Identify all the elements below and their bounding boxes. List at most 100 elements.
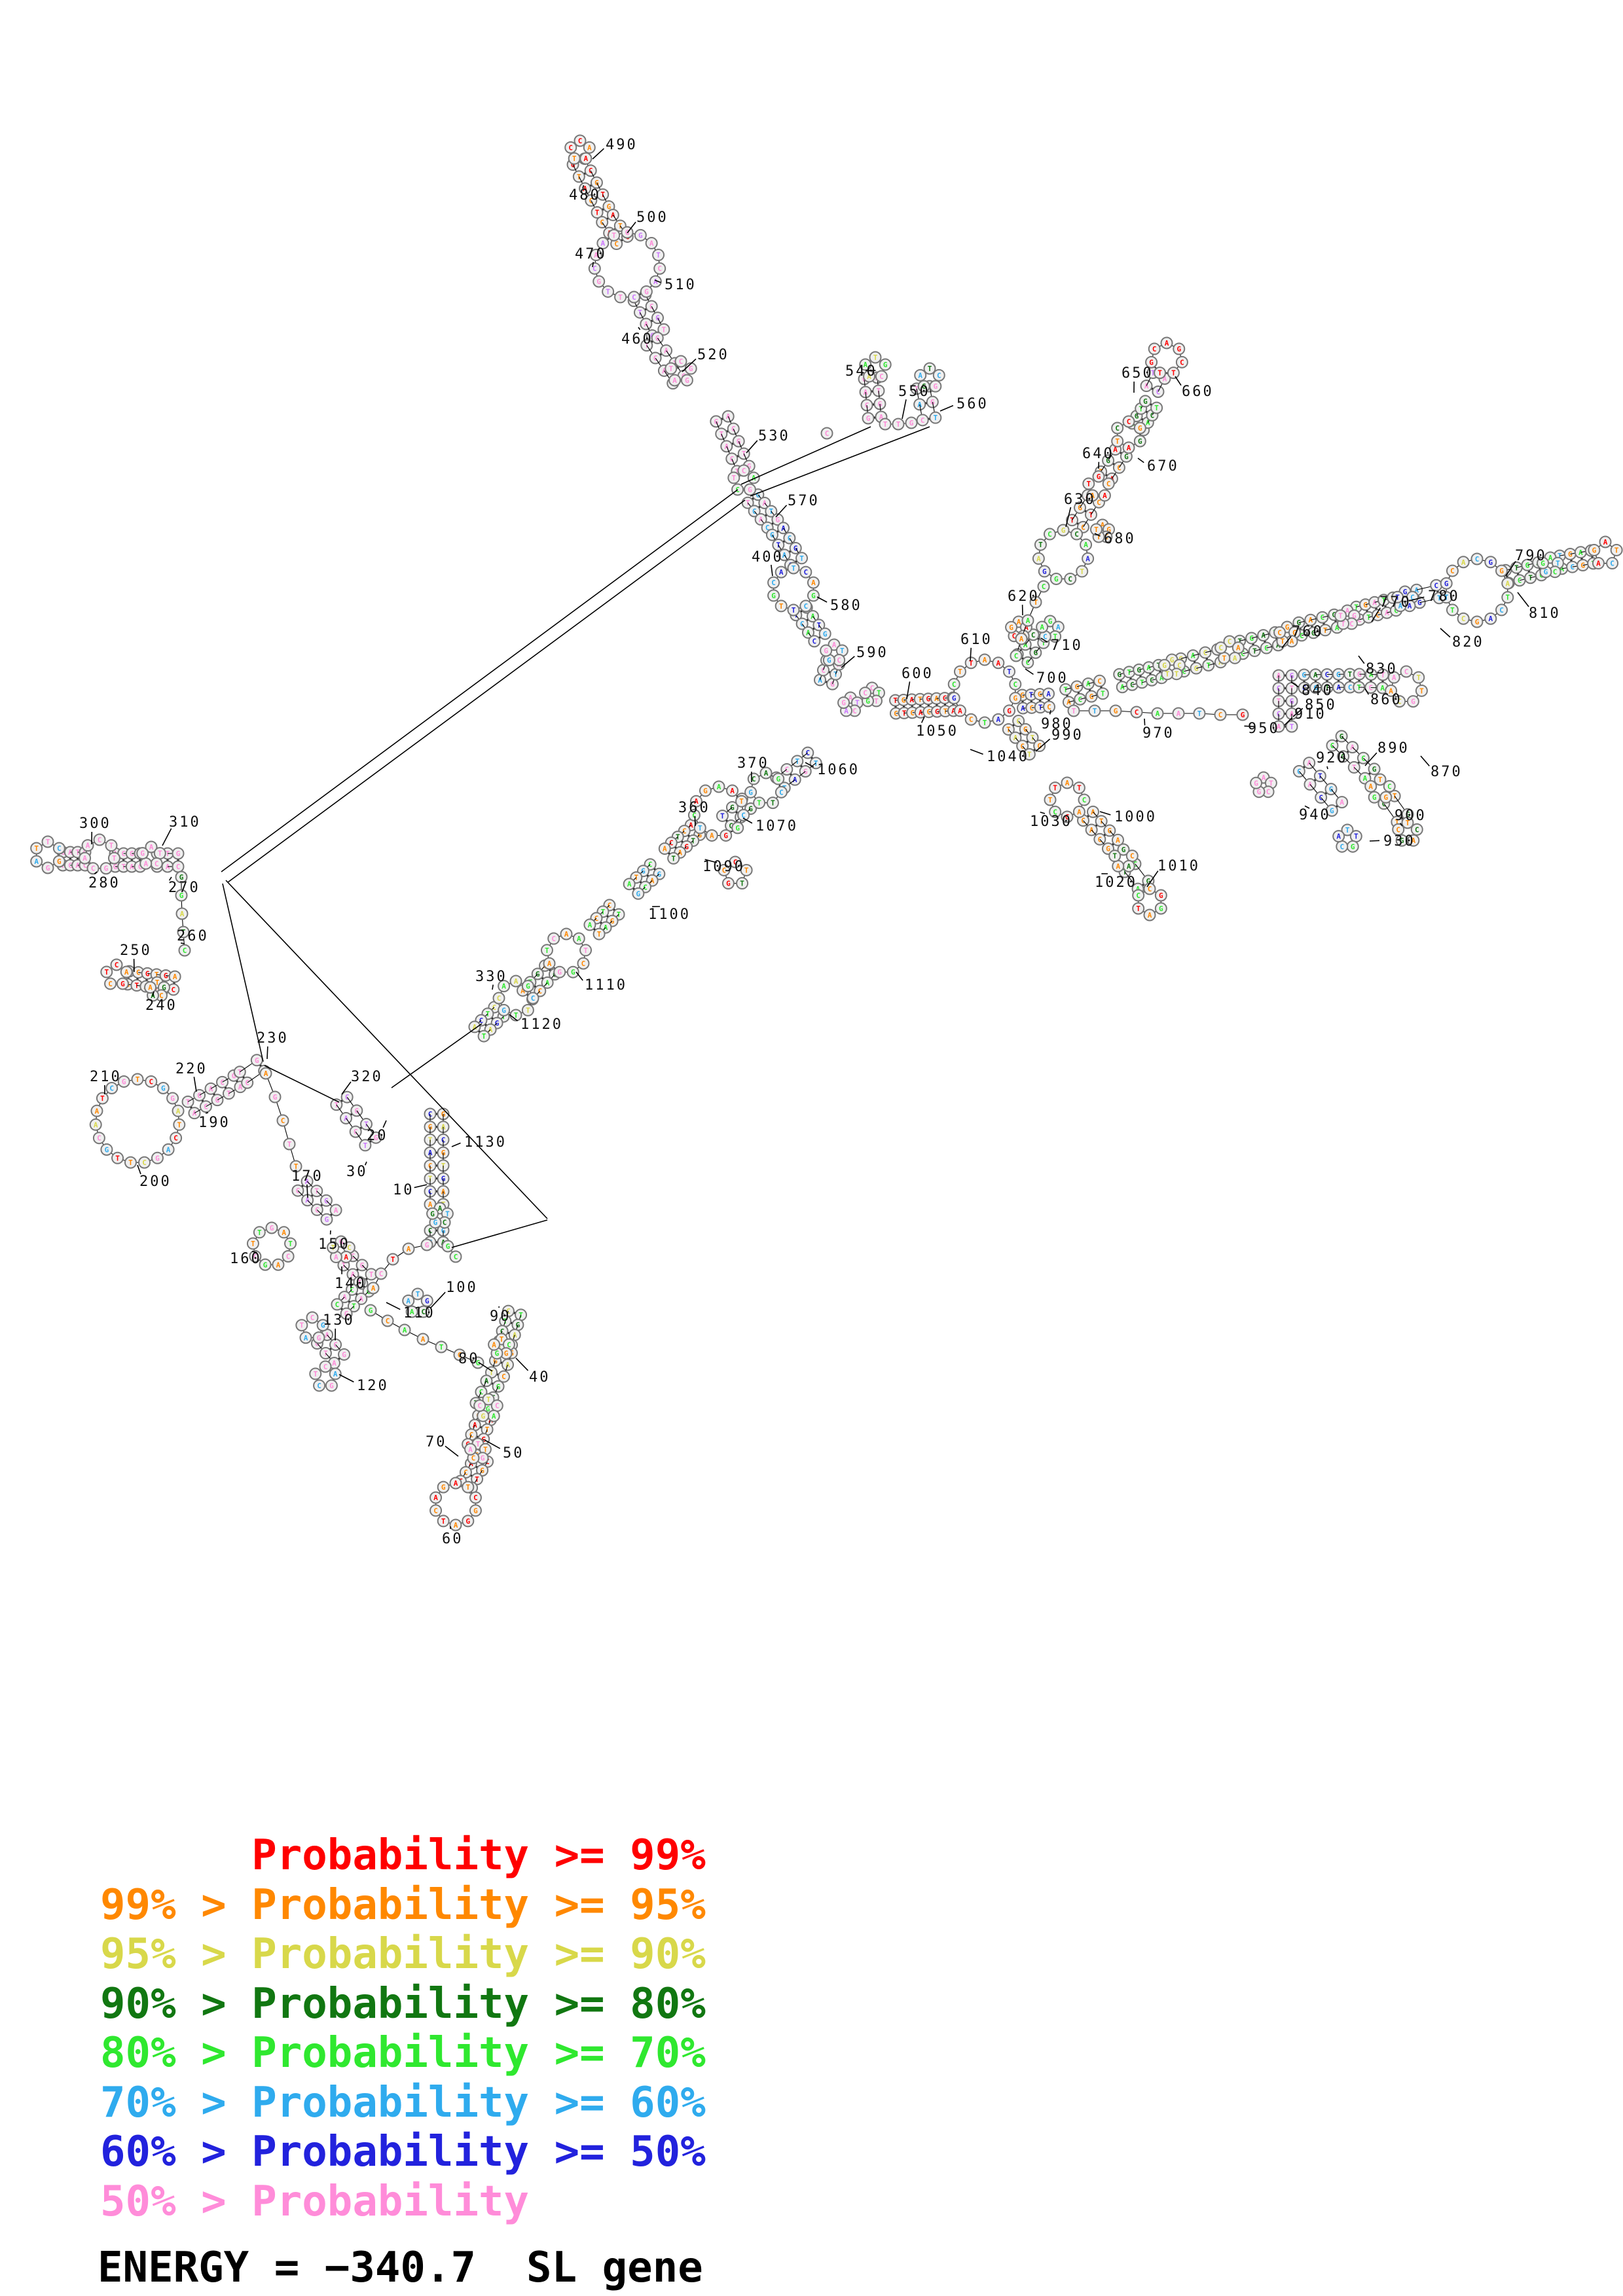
svg-text:T: T: [874, 697, 879, 706]
svg-text:310: 310: [169, 814, 201, 831]
svg-text:C: C: [317, 1382, 321, 1390]
svg-text:G: G: [104, 865, 109, 873]
svg-text:A: A: [1489, 615, 1493, 623]
svg-text:A: A: [1262, 774, 1266, 782]
legend-line: Probability >= 99%: [100, 1831, 706, 1880]
svg-text:G: G: [317, 1334, 321, 1342]
svg-text:280: 280: [88, 875, 120, 891]
svg-text:C: C: [1013, 680, 1017, 689]
svg-text:T: T: [720, 812, 725, 820]
svg-text:1010: 1010: [1158, 858, 1200, 874]
svg-text:C: C: [1450, 567, 1455, 575]
svg-text:A: A: [584, 154, 589, 163]
svg-text:C: C: [551, 935, 556, 943]
svg-text:T: T: [671, 854, 676, 863]
svg-text:G: G: [430, 1210, 435, 1218]
svg-text:T: T: [251, 1240, 255, 1248]
svg-text:A: A: [94, 1121, 98, 1129]
svg-text:A: A: [95, 1107, 100, 1115]
svg-text:980: 980: [1041, 716, 1073, 732]
svg-text:T: T: [112, 854, 117, 863]
svg-text:G: G: [1009, 623, 1013, 632]
svg-text:C: C: [1182, 668, 1186, 676]
svg-text:A: A: [867, 372, 871, 381]
svg-text:C: C: [155, 859, 159, 868]
svg-text:A: A: [1023, 641, 1028, 649]
svg-text:C: C: [1030, 704, 1034, 712]
svg-text:T: T: [109, 842, 114, 850]
svg-text:G: G: [1037, 742, 1042, 751]
svg-text:T: T: [1505, 594, 1510, 602]
svg-text:A: A: [594, 251, 598, 260]
svg-text:C: C: [1048, 530, 1052, 539]
svg-text:220: 220: [175, 1061, 208, 1077]
svg-text:A: A: [717, 783, 721, 791]
svg-text:C: C: [138, 863, 143, 871]
svg-text:A: A: [1277, 723, 1281, 731]
connector-line: [221, 489, 739, 872]
svg-text:G: G: [425, 1241, 429, 1249]
svg-text:G: G: [1078, 504, 1082, 512]
residue-label: 980: [1041, 709, 1073, 732]
svg-text:C: C: [1014, 652, 1019, 660]
svg-text:C: C: [1053, 808, 1057, 816]
svg-text:770: 770: [1379, 594, 1412, 611]
svg-text:A: A: [473, 1023, 477, 1031]
svg-text:270: 270: [168, 880, 200, 896]
svg-text:A: A: [501, 982, 506, 991]
svg-text:C: C: [825, 429, 830, 438]
svg-text:140: 140: [335, 1276, 367, 1292]
svg-text:A: A: [694, 797, 699, 806]
svg-text:C: C: [286, 1253, 291, 1261]
residue-label: 130: [323, 1312, 353, 1341]
residue-label: 10: [393, 1182, 428, 1198]
svg-text:G: G: [1292, 628, 1297, 637]
svg-text:T: T: [1281, 637, 1285, 646]
svg-text:T: T: [1027, 750, 1032, 759]
legend-line: 70% > Probability >= 60%: [100, 2078, 706, 2127]
svg-text:670: 670: [1147, 458, 1179, 475]
svg-text:T: T: [1097, 533, 1101, 541]
svg-text:C: C: [1475, 555, 1480, 564]
svg-text:C: C: [1348, 683, 1353, 692]
svg-text:860: 860: [1370, 692, 1402, 708]
svg-text:1120: 1120: [520, 1016, 563, 1033]
svg-text:T: T: [1077, 784, 1082, 793]
residue-label: 510: [654, 277, 695, 293]
residue-label: 860: [1364, 688, 1402, 708]
svg-text:240: 240: [145, 997, 177, 1014]
residue-label: 80: [458, 1351, 493, 1372]
svg-text:C: C: [821, 666, 826, 675]
svg-text:900: 900: [1395, 808, 1427, 824]
ss-chain: GG A TC: [175, 870, 191, 957]
legend-line: 90% > Probability >= 80%: [100, 1979, 706, 2028]
svg-text:1060: 1060: [817, 762, 860, 778]
residue-label: 970: [1142, 718, 1173, 742]
svg-text:A: A: [143, 859, 148, 868]
residue-label: 230: [257, 1030, 287, 1060]
residue-label: 240: [145, 991, 177, 1014]
svg-text:500: 500: [636, 209, 668, 226]
svg-text:G: G: [526, 982, 530, 991]
svg-text:C: C: [1068, 575, 1072, 583]
svg-text:C: C: [477, 1402, 482, 1410]
svg-text:C: C: [863, 689, 867, 698]
svg-text:C: C: [1074, 530, 1079, 539]
svg-text:A: A: [730, 787, 735, 795]
residue-label: 90: [490, 1306, 509, 1325]
svg-text:370: 370: [737, 755, 769, 772]
svg-text:C: C: [183, 946, 187, 955]
svg-text:T: T: [476, 1440, 481, 1448]
svg-text:G: G: [1162, 661, 1167, 670]
svg-text:G: G: [1135, 412, 1139, 421]
svg-text:T: T: [514, 1011, 519, 1020]
